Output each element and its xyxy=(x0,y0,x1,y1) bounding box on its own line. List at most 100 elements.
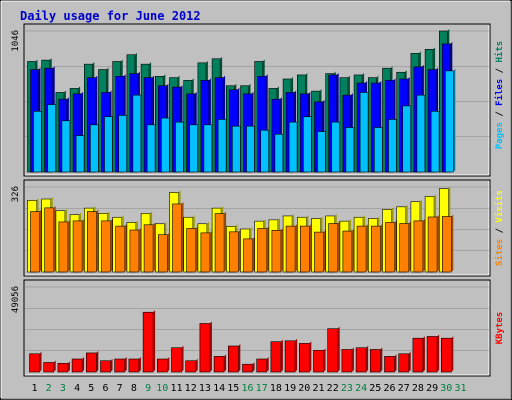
bar-kbytes-17 xyxy=(256,358,268,373)
x-tick-26: 26 xyxy=(383,383,395,394)
bar-kbytes-20 xyxy=(298,343,310,373)
legend-entry-3: / xyxy=(495,68,505,79)
x-tick-22: 22 xyxy=(327,383,339,394)
bar-sites-6 xyxy=(101,220,111,273)
bar-kbytes-28-side xyxy=(422,336,425,372)
bar-kbytes-18-side xyxy=(280,339,283,372)
x-tick-31: 31 xyxy=(454,383,466,394)
bar-kbytes-13 xyxy=(199,323,211,373)
legend-entry-2: Files xyxy=(494,79,505,112)
bar-sites-8-side xyxy=(138,228,141,272)
bar-sites-3 xyxy=(58,221,69,273)
bar-kbytes-2-side xyxy=(53,360,56,372)
bar-sites-24 xyxy=(356,225,367,273)
bar-pages-15 xyxy=(232,125,241,173)
y-max-label-visits-sites: 326 xyxy=(11,186,21,202)
legend-entry-0: Sites xyxy=(494,239,505,266)
bar-pages-20 xyxy=(302,116,312,173)
bar-sites-23-side xyxy=(351,229,354,272)
bar-sites-9-side xyxy=(153,222,156,272)
bar-pages-6 xyxy=(104,116,113,173)
x-tick-15: 15 xyxy=(227,383,239,394)
x-tick-17: 17 xyxy=(256,383,268,394)
bar-kbytes-4-side xyxy=(82,357,85,372)
bar-pages-16 xyxy=(246,125,255,173)
bar-sites-1-side xyxy=(39,209,42,272)
bar-sites-19-side xyxy=(295,224,298,272)
bar-sites-24-side xyxy=(366,224,369,272)
bar-sites-17 xyxy=(257,228,268,273)
x-tick-18: 18 xyxy=(270,383,282,394)
bar-kbytes-4 xyxy=(71,358,83,373)
bar-sites-17-side xyxy=(266,226,269,272)
legend-hits-files-pages: Pages / Files / Hits xyxy=(494,41,505,149)
bar-kbytes-12 xyxy=(185,360,196,373)
x-tick-9: 9 xyxy=(145,383,151,394)
legend-entry-0: Pages xyxy=(495,122,505,149)
bar-kbytes-16-side xyxy=(252,362,255,372)
bar-kbytes-9 xyxy=(142,311,154,373)
legend-entry-1: / xyxy=(495,111,505,122)
bar-kbytes-8 xyxy=(128,358,140,373)
bar-kbytes-16 xyxy=(242,363,253,373)
bar-kbytes-6 xyxy=(100,360,111,373)
y-max-label-hits-files-pages: 1046 xyxy=(11,30,21,52)
x-tick-20: 20 xyxy=(298,383,310,394)
x-tick-2: 2 xyxy=(46,383,52,394)
x-tick-11: 11 xyxy=(170,383,182,394)
bar-pages-13 xyxy=(203,124,213,173)
bar-kbytes-6-side xyxy=(110,358,113,372)
bar-kbytes-21-side xyxy=(323,348,326,372)
legend-entry-0: KBytes xyxy=(495,312,505,345)
bar-pages-17 xyxy=(260,129,270,173)
bar-pages-19 xyxy=(288,121,298,173)
bar-pages-10 xyxy=(161,117,170,173)
bar-sites-16 xyxy=(243,238,253,273)
bar-kbytes-18 xyxy=(270,341,282,373)
bar-pages-25 xyxy=(373,127,383,173)
bar-kbytes-24-side xyxy=(366,345,369,372)
bar-kbytes-12-side xyxy=(195,358,198,372)
x-tick-25: 25 xyxy=(369,383,381,394)
bar-kbytes-19 xyxy=(284,340,296,373)
bar-kbytes-2 xyxy=(43,362,55,373)
bar-pages-22 xyxy=(331,121,341,173)
x-tick-10: 10 xyxy=(156,383,168,394)
bar-kbytes-13-side xyxy=(209,321,212,372)
bar-sites-4-side xyxy=(82,218,85,272)
x-tick-8: 8 xyxy=(131,383,137,394)
bar-pages-28 xyxy=(416,94,426,173)
bar-sites-20 xyxy=(299,225,310,273)
bar-kbytes-27-side xyxy=(408,351,411,372)
bar-sites-15-side xyxy=(238,229,241,272)
legend-kbytes: KBytes xyxy=(495,312,505,345)
bar-sites-6-side xyxy=(110,218,113,272)
x-tick-12: 12 xyxy=(185,383,197,394)
bar-kbytes-11 xyxy=(171,347,182,373)
bar-kbytes-22-side xyxy=(337,326,340,372)
bar-sites-20-side xyxy=(309,224,312,272)
bar-kbytes-21 xyxy=(313,350,324,373)
bar-sites-10 xyxy=(158,234,168,273)
bar-sites-3-side xyxy=(67,219,70,272)
bar-kbytes-5 xyxy=(86,352,97,373)
bar-kbytes-3-side xyxy=(67,361,70,372)
x-tick-16: 16 xyxy=(241,383,253,394)
bar-kbytes-17-side xyxy=(266,357,269,372)
bar-pages-12 xyxy=(189,124,198,173)
x-tick-21: 21 xyxy=(312,383,324,394)
x-tick-30: 30 xyxy=(440,383,452,394)
bar-sites-2-side xyxy=(53,205,56,272)
bar-kbytes-15 xyxy=(228,345,239,373)
x-tick-4: 4 xyxy=(74,383,80,394)
bar-sites-9 xyxy=(143,224,154,273)
x-tick-13: 13 xyxy=(199,383,211,394)
bar-pages-3 xyxy=(61,120,71,173)
x-tick-29: 29 xyxy=(426,383,438,394)
bar-kbytes-25 xyxy=(369,349,381,373)
legend-visits-sites: Sites / Visits xyxy=(494,190,505,266)
bar-sites-26 xyxy=(385,222,395,273)
bar-sites-12-side xyxy=(195,226,198,272)
legend-entry-1: / xyxy=(495,228,505,239)
bar-sites-8 xyxy=(129,229,140,273)
